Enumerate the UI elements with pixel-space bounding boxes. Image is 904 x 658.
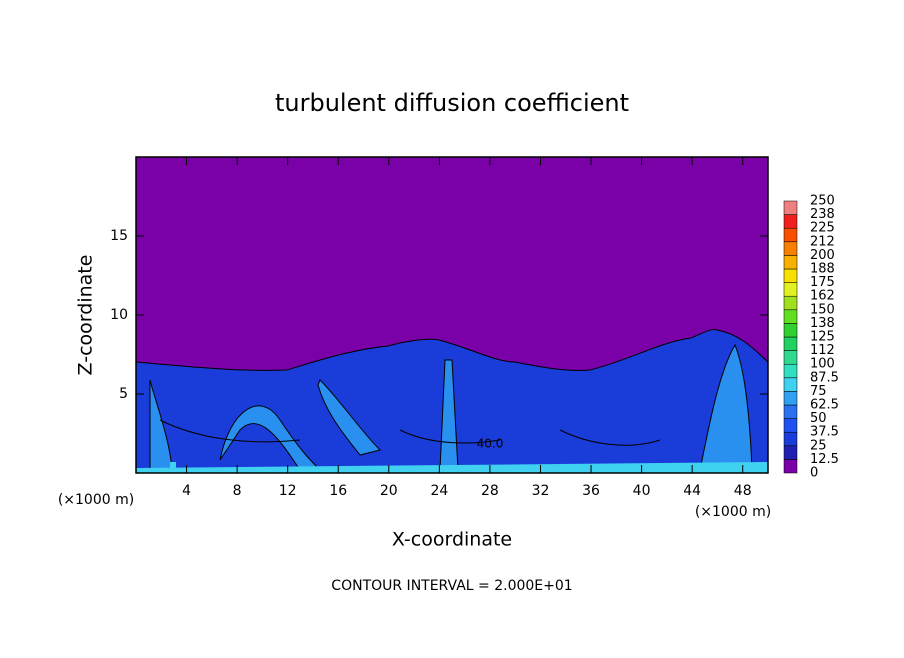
colorbar-swatch bbox=[783, 459, 798, 474]
x-tick-label: 32 bbox=[532, 483, 550, 499]
field-streak bbox=[136, 462, 768, 473]
x-axis-label: X-coordinate bbox=[392, 529, 512, 551]
x-tick-label: 8 bbox=[233, 483, 242, 499]
colorbar-label: 12.5 bbox=[810, 452, 839, 467]
x-tick-label: 16 bbox=[329, 483, 347, 499]
y-unit-label: (×1000 m) bbox=[58, 492, 134, 508]
colorbar-label: 188 bbox=[810, 262, 835, 277]
colorbar-label: 0 bbox=[810, 466, 818, 481]
footnote: CONTOUR INTERVAL = 2.000E+01 bbox=[331, 578, 572, 594]
contour-label: 40.0 bbox=[477, 437, 504, 451]
colorbar-label: 225 bbox=[810, 221, 835, 236]
colorbar-label: 125 bbox=[810, 330, 835, 345]
colorbar-swatch bbox=[783, 200, 798, 215]
colorbar-label: 112 bbox=[810, 343, 835, 358]
x-unit-label: (×1000 m) bbox=[695, 504, 771, 520]
colorbar-swatch bbox=[783, 268, 798, 283]
colorbar-label: 50 bbox=[810, 411, 827, 426]
x-tick-label: 24 bbox=[430, 483, 448, 499]
colorbar-swatch bbox=[783, 418, 798, 433]
x-tick-label: 20 bbox=[380, 483, 398, 499]
colorbar-label: 25 bbox=[810, 438, 827, 453]
x-tick-label: 12 bbox=[279, 483, 297, 499]
colorbar-swatch bbox=[783, 295, 798, 311]
colorbar-swatch bbox=[783, 255, 798, 270]
y-tick-label: 15 bbox=[110, 228, 128, 244]
colorbar-swatch bbox=[783, 282, 798, 297]
colorbar-swatch bbox=[783, 445, 798, 460]
colorbar-label: 175 bbox=[810, 275, 835, 290]
colorbar-label: 87.5 bbox=[810, 370, 839, 385]
colorbar-swatch bbox=[783, 227, 798, 243]
contour-line bbox=[159, 419, 661, 446]
field bbox=[135, 157, 769, 474]
colorbar-swatch bbox=[783, 336, 798, 351]
colorbar-swatch bbox=[783, 404, 798, 419]
y-axis-label: Z-coordinate bbox=[75, 255, 97, 376]
colorbar-swatch bbox=[783, 241, 798, 256]
x-tick-label: 4 bbox=[182, 483, 191, 499]
x-tick-label: 40 bbox=[633, 483, 651, 499]
colorbar-label: 75 bbox=[810, 384, 827, 399]
colorbar-label: 150 bbox=[810, 302, 835, 317]
colorbar-swatch bbox=[783, 350, 798, 365]
colorbar-swatch bbox=[783, 309, 798, 324]
colorbar-swatch bbox=[783, 363, 798, 379]
colorbar-label: 162 bbox=[810, 289, 835, 304]
colorbar-label: 62.5 bbox=[810, 398, 839, 413]
x-tick-label: 48 bbox=[734, 483, 752, 499]
chart-title: turbulent diffusion coefficient bbox=[275, 89, 629, 117]
colorbar-label: 138 bbox=[810, 316, 835, 331]
x-tick-label: 36 bbox=[582, 483, 600, 499]
colorbar-label: 238 bbox=[810, 207, 835, 222]
x-tick-label: 28 bbox=[481, 483, 499, 499]
colorbar-swatch bbox=[783, 431, 798, 447]
colorbar-swatch bbox=[783, 377, 798, 392]
colorbar-swatch bbox=[783, 323, 798, 338]
colorbar-swatch bbox=[783, 391, 798, 406]
colorbar-label: 200 bbox=[810, 248, 835, 263]
colorbar-swatch bbox=[783, 214, 798, 229]
x-tick-label: 44 bbox=[683, 483, 701, 499]
colorbar-label: 212 bbox=[810, 234, 835, 249]
y-tick-label: 10 bbox=[110, 307, 128, 323]
y-tick-label: 5 bbox=[119, 386, 128, 402]
colorbar-label: 37.5 bbox=[810, 425, 839, 440]
colorbar-label: 250 bbox=[810, 194, 835, 209]
colorbar-label: 100 bbox=[810, 357, 835, 372]
